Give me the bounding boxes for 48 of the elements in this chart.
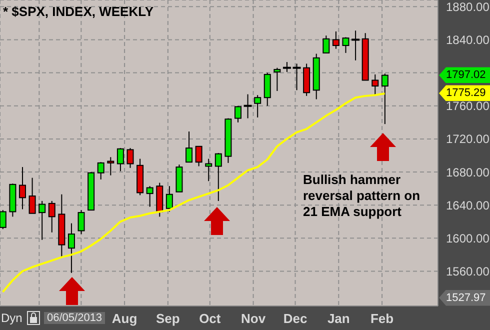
y-tick-label: 1720.00 (446, 132, 490, 146)
candlestick (78, 210, 85, 235)
chart-title: * $SPX, INDEX, WEEKLY (3, 4, 154, 19)
candlestick (332, 30, 340, 50)
candlestick (126, 148, 134, 168)
candlestick (195, 146, 202, 167)
candlestick (342, 36, 350, 54)
candlestick (205, 158, 212, 182)
candlestick (234, 105, 242, 123)
x-tick-label: Oct (199, 311, 222, 326)
x-tick-label: Jan (327, 311, 350, 326)
text: Dyn (1, 311, 22, 325)
candlestick (97, 162, 104, 180)
x-tick-label: Sep (156, 311, 180, 326)
y-tick-label: 1760.00 (446, 99, 490, 114)
y-tick-label: 1600.00 (446, 231, 490, 246)
x-tick-label: Nov (241, 311, 266, 326)
y-tick-label: 1680.00 (446, 165, 490, 180)
x-tick-label: Feb (370, 311, 394, 326)
candlestick (146, 186, 154, 208)
text: 1797.02 (439, 67, 490, 84)
candlestick (166, 186, 173, 212)
candlestick (0, 210, 6, 230)
candlestick (38, 200, 46, 240)
candlestick (381, 73, 388, 125)
candlestick (107, 156, 114, 176)
candlestick (322, 35, 330, 54)
x-tick-label: Aug (112, 311, 138, 326)
text: 1527.97 (439, 290, 490, 306)
text: 06/05/2013 (44, 312, 106, 324)
y-tick-label: 1560.00 (446, 264, 490, 279)
y-tick-label: 1880.00 (446, 0, 490, 14)
candlestick (274, 67, 281, 92)
candlestick (48, 200, 56, 233)
candlestick (18, 166, 26, 210)
candlestick (68, 222, 75, 274)
y-tick-label: 1640.00 (446, 198, 490, 212)
candlestick (372, 74, 379, 96)
candlestick (264, 72, 271, 106)
text: 1775.29 (439, 85, 490, 102)
candlestick (28, 177, 36, 214)
candlestick (214, 152, 222, 202)
candlestick (186, 130, 193, 163)
y-tick-label: 1840.00 (446, 32, 490, 47)
annotation: Bullish hammer reversal pattern on 21 EMA support (303, 172, 422, 220)
candlestick (116, 148, 124, 172)
x-tick-label: Dec (283, 311, 308, 326)
candlestick (254, 94, 262, 118)
